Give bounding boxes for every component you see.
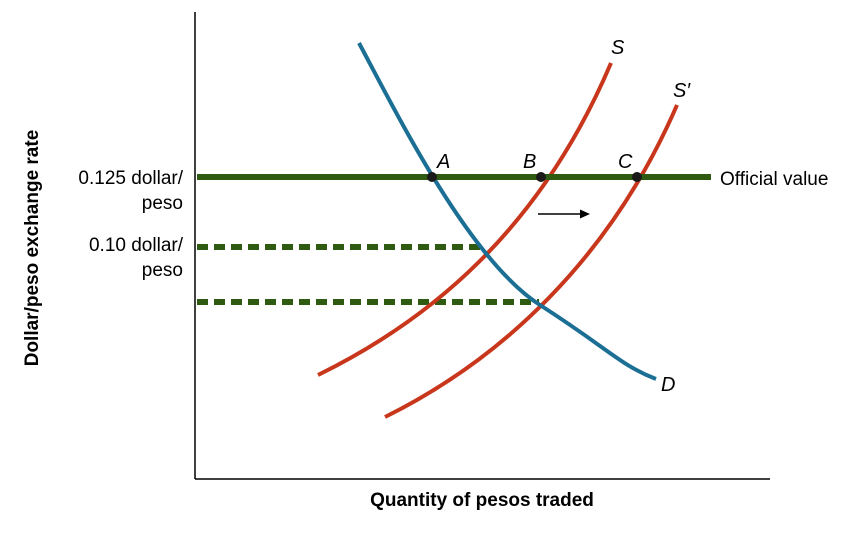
equilibrium-rate-label-line1: 0.10 dollar/: [89, 235, 184, 256]
supply-curve-label: S: [611, 37, 625, 59]
equilibrium-rate-label-line2: peso: [142, 260, 183, 281]
shifted-supply-curve-label: S′: [673, 80, 691, 102]
supply-curve-s-prime: [384, 104, 679, 419]
point-a-marker: [427, 172, 437, 182]
point-b-label: B: [523, 151, 536, 173]
point-c-label: C: [618, 151, 633, 173]
y-axis-title: Dollar/peso exchange rate: [22, 130, 43, 367]
demand-curve-label: D: [661, 374, 675, 396]
right-arrow-icon: [538, 209, 590, 219]
official-value-label: Official value: [720, 169, 828, 190]
official-rate-label-line2: peso: [142, 193, 183, 214]
supply-curve-s: [317, 62, 613, 377]
x-axis-title: Quantity of pesos traded: [370, 490, 594, 511]
official-rate-label-line1: 0.125 dollar/: [78, 168, 183, 189]
point-a-label: A: [436, 151, 450, 173]
point-b-marker: [536, 172, 546, 182]
point-c-marker: [632, 172, 642, 182]
demand-curve-d: [357, 42, 657, 381]
